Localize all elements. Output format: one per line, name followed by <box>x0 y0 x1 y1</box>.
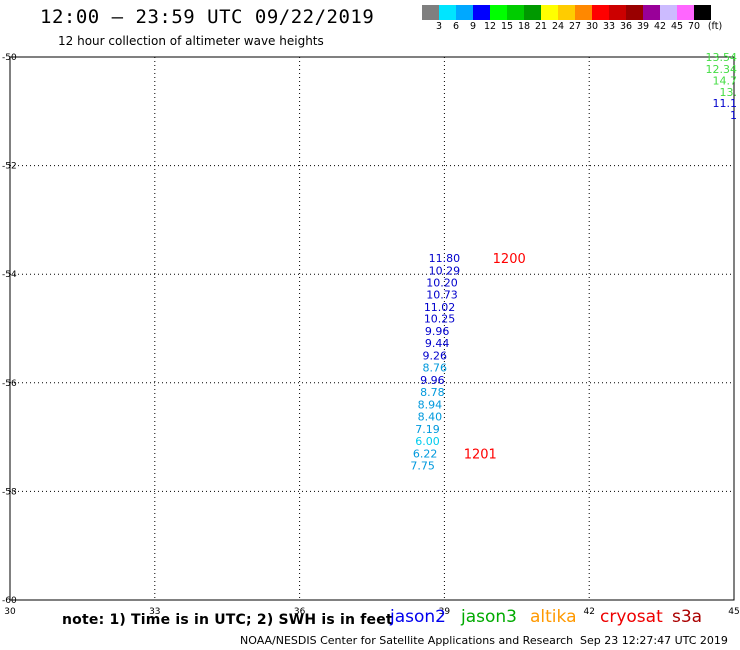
color-scale-label: 36 <box>619 21 633 32</box>
time-annotation: 1201 <box>464 447 497 462</box>
color-scale-swatch <box>643 5 660 20</box>
color-scale-label: 30 <box>585 21 599 32</box>
wave-height-point: 13.54 <box>706 51 738 64</box>
color-scale-label: 6 <box>452 21 460 32</box>
color-scale-label: 39 <box>636 21 650 32</box>
wave-height-point: 11.02 <box>424 301 456 314</box>
units-note: note: 1) Time is in UTC; 2) SWH is in fe… <box>62 612 393 628</box>
wave-height-point: 13. <box>720 86 738 99</box>
color-scale-label: 24 <box>551 21 565 32</box>
page-subtitle: 12 hour collection of altimeter wave hei… <box>58 34 324 48</box>
color-scale-label: 45 <box>670 21 684 32</box>
color-scale-swatch <box>456 5 473 20</box>
legend-item-s3a: s3a <box>672 607 703 627</box>
color-scale-swatch <box>609 5 626 20</box>
wave-height-point: 1 <box>730 109 737 122</box>
color-scale-swatch <box>490 5 507 20</box>
footer: NOAA/NESDIS Center for Satellite Applica… <box>240 634 728 647</box>
color-scale-swatch <box>541 5 558 20</box>
x-tick-label: 33 <box>149 607 160 617</box>
color-scale-swatch <box>439 5 456 20</box>
y-tick-label: -56 <box>2 379 17 389</box>
color-scale-swatch <box>558 5 575 20</box>
wave-height-point: 7.19 <box>415 423 440 436</box>
x-tick-label: 30 <box>4 607 16 617</box>
wave-height-point: 9.96 <box>420 374 445 387</box>
color-scale-swatch <box>677 5 694 20</box>
wave-height-point: 12.34 <box>706 63 738 76</box>
color-scale-swatch <box>473 5 490 20</box>
wave-height-point: 8.76 <box>422 362 447 375</box>
wave-height-point: 9.26 <box>422 350 447 363</box>
color-scale-label: 27 <box>568 21 582 32</box>
color-scale-label: 18 <box>517 21 531 32</box>
color-scale-label: 12 <box>483 21 497 32</box>
wave-height-point: 6.22 <box>413 447 438 460</box>
color-scale-label: 70 <box>687 21 701 32</box>
legend-item-altika: altika <box>530 607 577 627</box>
y-tick-label: -54 <box>2 270 17 280</box>
wave-height-point: 6.00 <box>415 435 440 448</box>
plot-frame <box>9 56 735 601</box>
y-tick-label: -60 <box>2 596 17 606</box>
wave-height-point: 10.25 <box>424 313 456 326</box>
wave-height-point: 11.80 <box>429 252 461 265</box>
color-scale-bar <box>422 5 711 20</box>
page-title: 12:00 – 23:59 UTC 09/22/2019 <box>40 6 375 28</box>
color-scale-swatch <box>626 5 643 20</box>
x-tick-label: 39 <box>439 607 451 617</box>
color-scale-label: 21 <box>534 21 548 32</box>
x-tick-label: 42 <box>583 607 594 617</box>
color-scale-label: 33 <box>602 21 616 32</box>
color-scale-label: 3 <box>435 21 443 32</box>
color-scale-swatch <box>507 5 524 20</box>
wave-height-point: 9.44 <box>425 337 450 350</box>
y-tick-label: -52 <box>2 162 17 172</box>
color-scale-label: 9 <box>469 21 477 32</box>
color-scale-label: 42 <box>653 21 667 32</box>
wave-height-point: 14.7 <box>713 74 738 87</box>
color-scale-swatch <box>592 5 609 20</box>
color-scale-labels: 3 6 9 12 15 18 21 24 27 30 33 36 39 42 45 70 (ft) <box>422 21 740 33</box>
color-scale-label: 15 <box>500 21 514 32</box>
legend-item-jason3: jason3 <box>461 607 517 627</box>
legend-item-cryosat: cryosat <box>600 607 663 627</box>
y-tick-label: -58 <box>2 487 17 497</box>
legend-item-jason2: jason2 <box>390 607 446 627</box>
wave-height-point: 10.73 <box>426 288 458 301</box>
wave-height-point: 8.78 <box>420 386 445 399</box>
color-scale-swatch <box>694 5 711 20</box>
time-annotation: 1200 <box>493 252 526 267</box>
wave-height-point: 9.96 <box>425 325 450 338</box>
wave-height-point: 10.29 <box>429 264 461 277</box>
footer-timestamp: Sep 23 12:27:47 UTC 2019 <box>580 634 728 647</box>
color-scale-swatch <box>422 5 439 20</box>
color-scale-swatch <box>575 5 592 20</box>
color-scale-label: (ft) <box>707 21 723 32</box>
wave-height-point: 8.94 <box>418 399 443 412</box>
color-scale-swatch <box>660 5 677 20</box>
x-tick-label: 45 <box>728 607 739 617</box>
wave-height-point: 7.75 <box>410 459 435 472</box>
footer-agency: NOAA/NESDIS Center for Satellite Applica… <box>240 634 574 647</box>
x-tick-label: 36 <box>294 607 306 617</box>
wave-height-point: 8.40 <box>418 410 443 423</box>
wave-height-point: 11.1 <box>713 97 738 110</box>
y-tick-label: -50 <box>2 53 17 63</box>
color-scale-swatch <box>524 5 541 20</box>
wave-height-point: 10.20 <box>426 276 458 289</box>
